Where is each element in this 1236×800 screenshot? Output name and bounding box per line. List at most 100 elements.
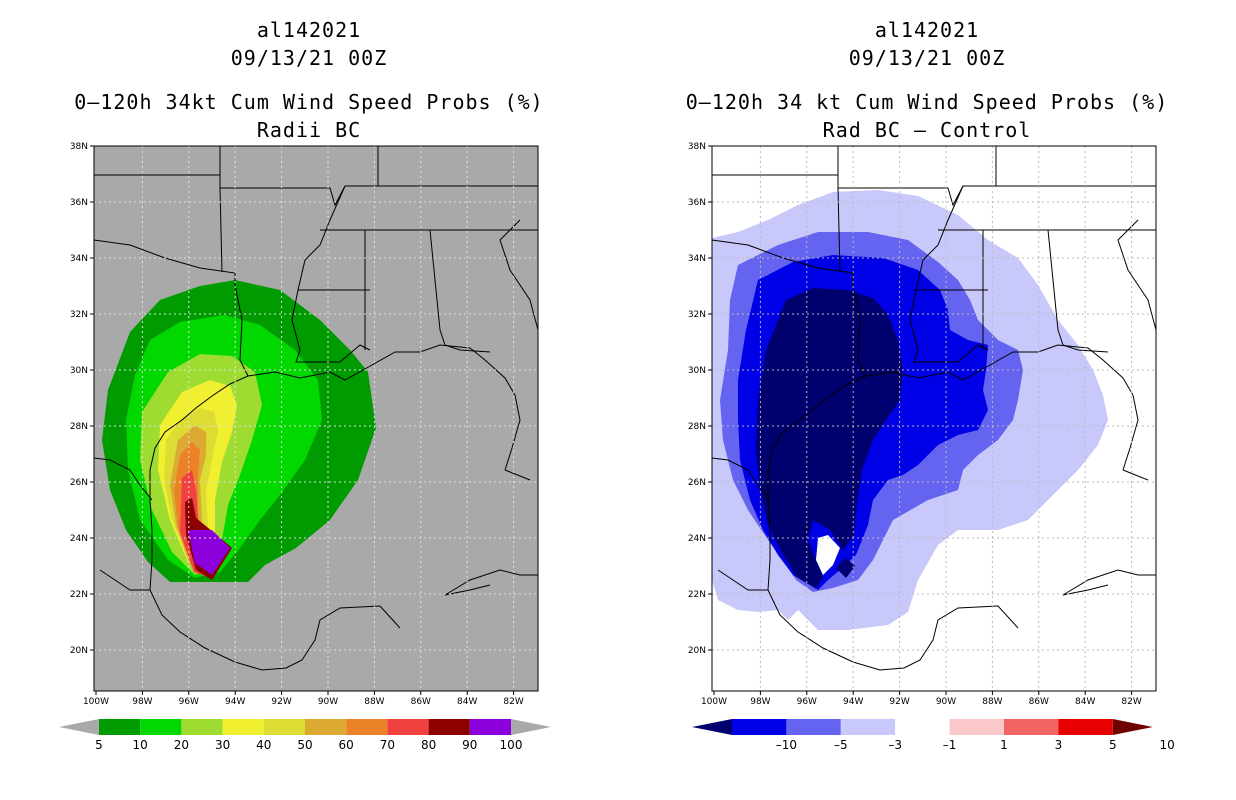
grid-lines [712, 146, 1156, 691]
lon-label: 86W [411, 697, 431, 707]
colorbar-label: 70 [380, 738, 395, 752]
colorbar: –10 –5 –3 –1 1 3 5 10 [692, 719, 1175, 752]
chart-title: 0–120h 34kt Cum Wind Speed Probs (%) [74, 90, 544, 114]
lat-label: 36N [70, 198, 88, 208]
map-frame [93, 145, 539, 692]
storm-id: al142021 [256, 18, 362, 42]
colorbar-label: –1 [943, 738, 957, 752]
difference-contours [712, 190, 1108, 630]
lon-label: 92W [271, 697, 291, 707]
lon-label: 100W [701, 697, 727, 707]
lat-label: 36N [688, 198, 706, 208]
contour-minus-10 [756, 288, 903, 588]
lon-label: 84W [1075, 697, 1095, 707]
colorbar-segment [949, 719, 1004, 735]
lon-label: 90W [936, 697, 956, 707]
colorbar-label: 20 [174, 738, 189, 752]
probability-contours [102, 280, 376, 582]
colorbar-under-triangle [692, 719, 732, 735]
lon-label: 94W [225, 697, 245, 707]
colorbar-segment [895, 719, 950, 735]
colorbar-segment [387, 719, 429, 735]
lon-label: 100W [83, 697, 109, 707]
map-frame [711, 145, 1157, 692]
lat-label: 38N [688, 142, 706, 152]
colorbar-label: –10 [776, 738, 797, 752]
colorbar-label: 5 [95, 738, 103, 752]
coastlines-and-borders [711, 146, 1157, 671]
lat-label: 26N [70, 478, 88, 488]
storm-id: al142021 [874, 18, 980, 42]
lat-label: 34N [70, 254, 88, 264]
lat-label: 32N [688, 310, 706, 320]
lat-label: 22N [688, 590, 706, 600]
lon-label: 84W [457, 697, 477, 707]
lon-label: 90W [318, 697, 338, 707]
contour-plus-1-hole [816, 535, 840, 575]
chart-subtitle: Radii BC [256, 118, 362, 142]
longitude-labels: 100W 98W 96W 94W 92W 90W 88W 86W 84W 82W [701, 691, 1142, 707]
colorbar-segment [1058, 719, 1113, 735]
colorbar-over-triangle [1112, 719, 1153, 735]
lon-label: 94W [843, 697, 863, 707]
colorbar-segment [222, 719, 264, 735]
colorbar-label: 5 [1109, 738, 1117, 752]
colorbar-label: 90 [462, 738, 477, 752]
longitude-labels: 100W 98W 96W 94W 92W 90W 88W 86W 84W 82W [83, 691, 524, 707]
latitude-labels: 38N 36N 34N 32N 30N 28N 26N 24N 22N 20N [70, 142, 94, 656]
colorbar-segment [732, 719, 787, 735]
colorbar-segment [469, 719, 511, 735]
lon-label: 82W [1121, 697, 1141, 707]
lat-label: 24N [688, 534, 706, 544]
lon-label: 88W [364, 697, 384, 707]
colorbar-over-triangle [511, 719, 551, 735]
lon-label: 96W [179, 697, 199, 707]
right-panel: al142021 09/13/21 00Z 0–120h 34 kt Cum W… [618, 0, 1236, 800]
grid-lines [94, 146, 538, 691]
colorbar-segment [181, 719, 223, 735]
colorbar-under-triangle [59, 719, 99, 735]
colorbar-segment [1004, 719, 1059, 735]
datetime: 09/13/21 00Z [848, 46, 1006, 70]
colorbar-label: 3 [1055, 738, 1063, 752]
colorbar-segment [305, 719, 347, 735]
lon-label: 96W [797, 697, 817, 707]
colorbar-label: –3 [888, 738, 902, 752]
colorbar: 5 10 20 30 40 50 60 70 80 90 100 [59, 719, 551, 752]
lon-label: 92W [889, 697, 909, 707]
latitude-labels: 38N 36N 34N 32N 30N 28N 26N 24N 22N 20N [688, 142, 712, 656]
lon-label: 86W [1029, 697, 1049, 707]
contour-minus-10-spot [836, 558, 855, 578]
colorbar-segment [346, 719, 388, 735]
lat-label: 38N [70, 142, 88, 152]
colorbar-segment [786, 719, 841, 735]
chart-title: 0–120h 34 kt Cum Wind Speed Probs (%) [685, 90, 1169, 114]
datetime: 09/13/21 00Z [230, 46, 388, 70]
left-map-svg: 38N 36N 34N 32N 30N 28N 26N 24N 22N 20N 100W 98W 96… [59, 142, 551, 752]
colorbar-label: 10 [1160, 738, 1175, 752]
colorbar-label: 80 [421, 738, 436, 752]
lat-label: 22N [70, 590, 88, 600]
lat-label: 24N [70, 534, 88, 544]
colorbar-label: 30 [215, 738, 230, 752]
colorbar-segment [263, 719, 305, 735]
lat-label: 28N [70, 422, 88, 432]
colorbar-segment [99, 719, 141, 735]
colorbar-label: 10 [133, 738, 148, 752]
lat-label: 28N [688, 422, 706, 432]
lat-label: 30N [688, 366, 706, 376]
colorbar-segment [840, 719, 896, 735]
colorbar-label: 50 [297, 738, 312, 752]
lat-label: 32N [70, 310, 88, 320]
lat-label: 34N [688, 254, 706, 264]
colorbar-label: –5 [834, 738, 848, 752]
lon-label: 98W [132, 697, 152, 707]
lon-label: 98W [750, 697, 770, 707]
lon-label: 88W [982, 697, 1002, 707]
colorbar-segment [140, 719, 182, 735]
left-panel: al142021 09/13/21 00Z 0–120h 34kt Cum Wi… [59, 18, 551, 752]
lon-label: 82W [503, 697, 523, 707]
right-map-svg: 38N 36N 34N 32N 30N 28N 26N 24N 22N 20N 100W 98W 96… [688, 142, 1175, 752]
colorbar-label: 60 [339, 738, 354, 752]
chart-subtitle: Rad BC – Control [822, 118, 1032, 142]
